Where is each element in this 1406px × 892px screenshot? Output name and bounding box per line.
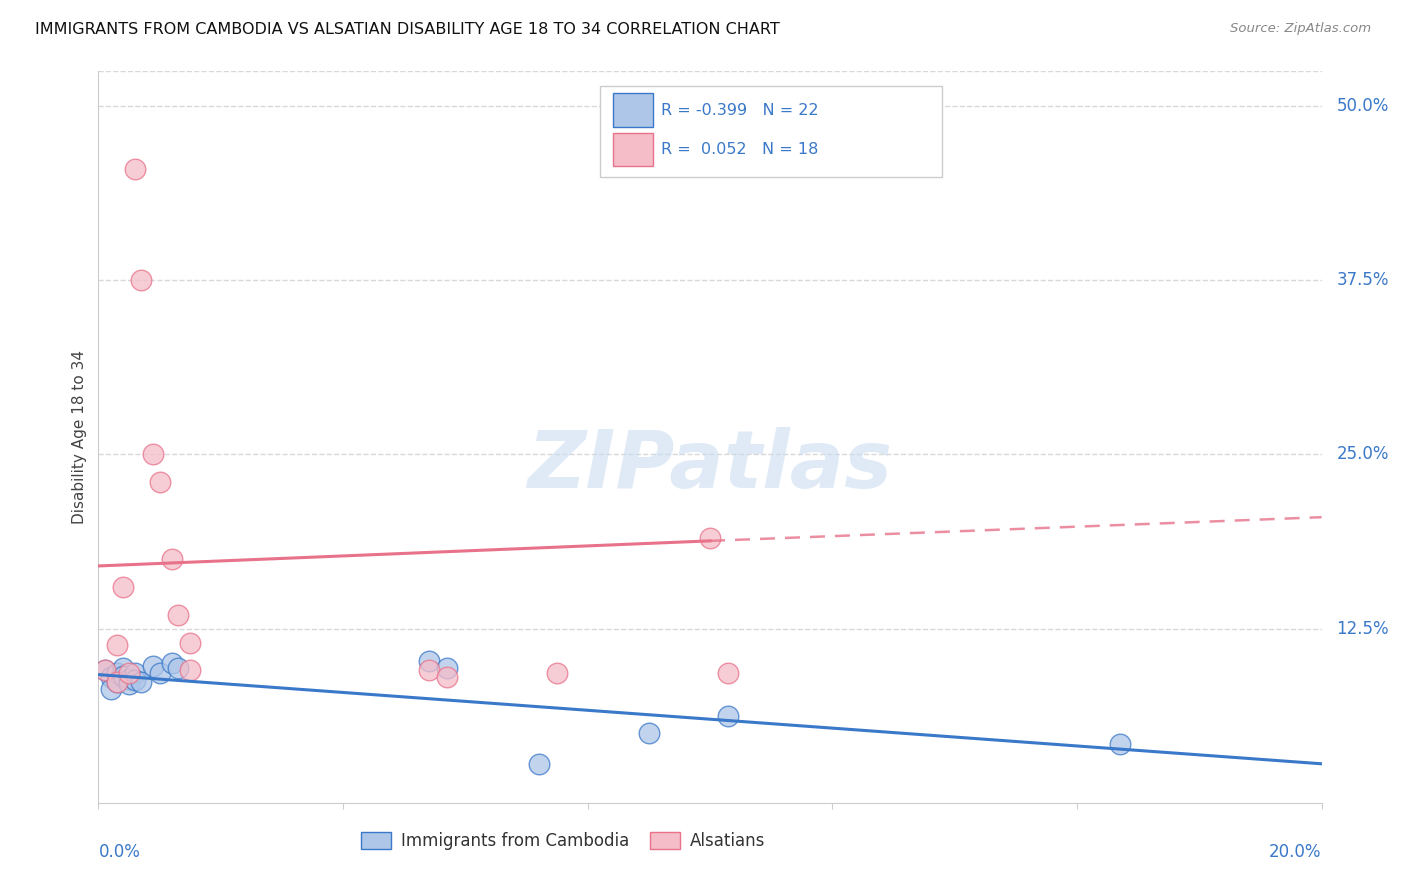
Point bbox=[105, 666, 128, 681]
Point bbox=[1108, 737, 1130, 751]
Point bbox=[699, 531, 721, 545]
Text: R = -0.399   N = 22: R = -0.399 N = 22 bbox=[661, 103, 818, 118]
Point bbox=[111, 660, 134, 674]
Point bbox=[717, 666, 740, 681]
Point bbox=[118, 672, 141, 686]
Point bbox=[124, 161, 146, 176]
Text: ZIPatlas: ZIPatlas bbox=[527, 427, 893, 506]
Point bbox=[111, 580, 134, 594]
Point bbox=[167, 607, 190, 622]
Point bbox=[142, 448, 165, 462]
Point bbox=[436, 670, 458, 684]
FancyBboxPatch shape bbox=[613, 133, 652, 167]
Text: Source: ZipAtlas.com: Source: ZipAtlas.com bbox=[1230, 22, 1371, 36]
Y-axis label: Disability Age 18 to 34: Disability Age 18 to 34 bbox=[72, 350, 87, 524]
Text: IMMIGRANTS FROM CAMBODIA VS ALSATIAN DISABILITY AGE 18 TO 34 CORRELATION CHART: IMMIGRANTS FROM CAMBODIA VS ALSATIAN DIS… bbox=[35, 22, 780, 37]
Point bbox=[118, 666, 141, 681]
Text: 37.5%: 37.5% bbox=[1336, 271, 1389, 289]
Point bbox=[527, 756, 550, 771]
Point bbox=[179, 664, 201, 678]
Point bbox=[160, 657, 183, 671]
Point bbox=[124, 666, 146, 681]
Point bbox=[100, 681, 122, 696]
Point bbox=[160, 552, 183, 566]
Point bbox=[105, 674, 128, 689]
Text: 20.0%: 20.0% bbox=[1270, 843, 1322, 861]
FancyBboxPatch shape bbox=[613, 94, 652, 127]
Point bbox=[93, 664, 115, 678]
Point bbox=[129, 674, 152, 689]
Legend: Immigrants from Cambodia, Alsatians: Immigrants from Cambodia, Alsatians bbox=[354, 825, 772, 856]
Point bbox=[105, 639, 128, 653]
Point bbox=[637, 726, 661, 740]
Point bbox=[105, 674, 128, 689]
Point bbox=[546, 666, 568, 681]
Point bbox=[418, 664, 440, 678]
Text: R =  0.052   N = 18: R = 0.052 N = 18 bbox=[661, 142, 818, 157]
Point bbox=[149, 475, 172, 490]
Point bbox=[142, 659, 165, 673]
Point bbox=[129, 273, 152, 287]
Point bbox=[717, 709, 740, 723]
Point bbox=[124, 673, 146, 688]
FancyBboxPatch shape bbox=[600, 86, 942, 178]
Point bbox=[418, 654, 440, 668]
Point bbox=[118, 677, 141, 691]
Point bbox=[436, 660, 458, 674]
Text: 0.0%: 0.0% bbox=[98, 843, 141, 861]
Text: 12.5%: 12.5% bbox=[1336, 620, 1389, 638]
Point bbox=[93, 664, 115, 678]
Point bbox=[167, 660, 190, 674]
Point bbox=[149, 666, 172, 681]
Text: 50.0%: 50.0% bbox=[1336, 97, 1389, 115]
Point bbox=[179, 635, 201, 649]
Text: 25.0%: 25.0% bbox=[1336, 445, 1389, 464]
Point bbox=[100, 670, 122, 684]
Point bbox=[111, 669, 134, 683]
